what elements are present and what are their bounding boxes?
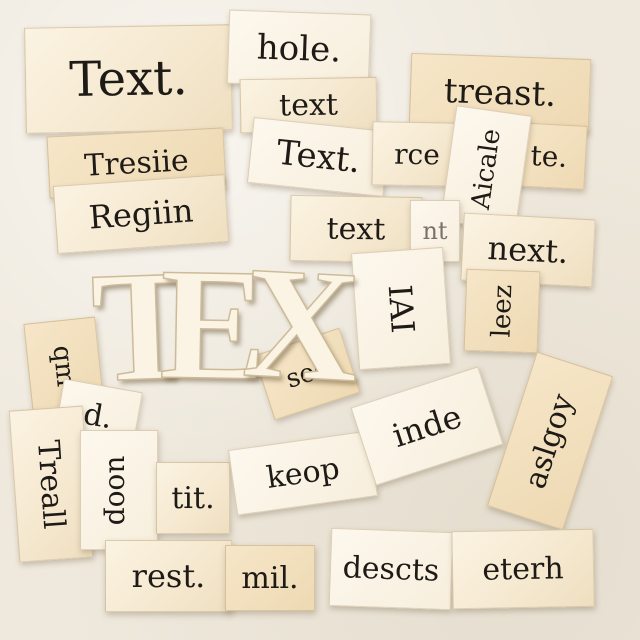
word-card-iai-vertical: IAI xyxy=(351,246,451,371)
word-text: text xyxy=(278,86,339,124)
word-card-aslgoy-vertical: aslgoy xyxy=(486,351,614,531)
word-card-keop: keop xyxy=(228,430,378,516)
word-card-rest: rest. xyxy=(105,540,232,612)
word-text: hole. xyxy=(256,27,342,71)
word-text: nt xyxy=(422,217,448,245)
word-card-descts: descts xyxy=(328,527,454,611)
word-text: Text. xyxy=(68,49,189,109)
word-text: rce xyxy=(393,137,441,171)
word-text: descts xyxy=(342,549,440,589)
word-card-eterh: eterh xyxy=(451,528,595,610)
word-text: leez xyxy=(486,284,518,338)
word-text: Regiin xyxy=(87,191,195,237)
word-text: mil. xyxy=(241,560,299,596)
word-card-text-large: Text. xyxy=(24,24,233,134)
word-text: te. xyxy=(529,138,569,174)
word-text: rest. xyxy=(131,557,206,595)
word-text: Text. xyxy=(274,132,363,182)
word-card-leez-vertical: leez xyxy=(463,268,541,354)
big-letter-x: X xyxy=(239,231,365,416)
word-text: Treall xyxy=(30,438,72,530)
word-text: keop xyxy=(264,450,342,496)
word-card-uoop-vertical: uoop xyxy=(80,430,158,550)
word-text: next. xyxy=(486,228,570,272)
word-card-inde: inde xyxy=(350,366,504,486)
word-text: Aicale xyxy=(465,126,507,211)
word-text: IAI xyxy=(380,283,422,334)
word-card-tit: tit. xyxy=(156,462,230,534)
word-text: inde xyxy=(387,397,467,455)
word-card-text-tilted: Text. xyxy=(246,117,391,197)
word-text: aslgoy xyxy=(518,389,582,493)
word-text: eterh xyxy=(482,550,564,588)
word-text: tit. xyxy=(171,480,215,516)
word-text: uoop xyxy=(102,455,136,525)
word-card-mil: mil. xyxy=(225,545,315,611)
